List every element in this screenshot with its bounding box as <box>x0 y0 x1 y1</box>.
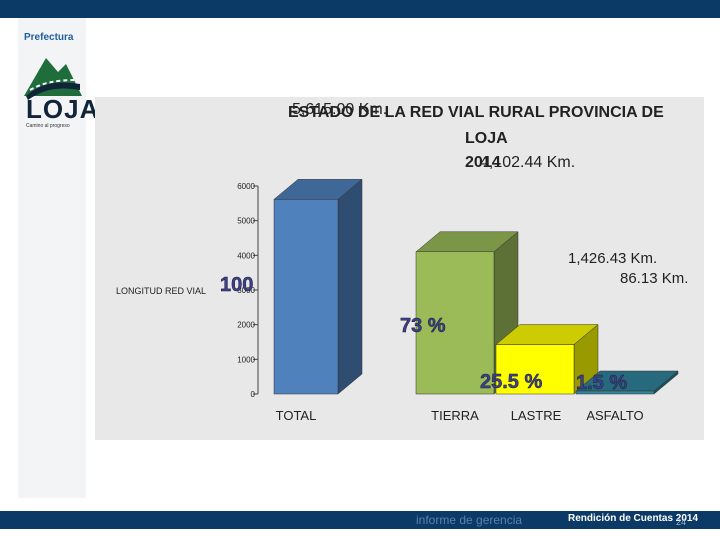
overlap-label-top: 5,615.00 Km. <box>292 101 388 118</box>
bar-total <box>273 178 363 395</box>
bar-lastre <box>495 324 599 395</box>
annotation-asfalto-km: 86.13 Km. <box>620 270 689 287</box>
percent-label-lastre: 25.5 % <box>480 371 542 393</box>
chart-title-line-1: ESTADO DE LA RED VIAL RURAL PROVINCIA DE <box>288 104 664 121</box>
y-tick-label: 5000 <box>237 217 255 226</box>
logo-title: Prefectura <box>24 32 74 43</box>
logo-name: LOJA <box>26 94 100 124</box>
y-tick-label: 3000 <box>237 286 255 295</box>
prefectura-logo: Prefectura LOJA Camino al progreso <box>20 26 98 129</box>
mountain-icon <box>24 58 82 100</box>
logo-tagline: Camino al progreso <box>26 123 70 129</box>
y-tick-label: 4000 <box>237 251 255 260</box>
bar-asfalto <box>575 370 679 395</box>
chart-title-line-2: LOJA <box>465 130 508 147</box>
percent-label-total: 100 <box>220 274 253 296</box>
y-tick-label: 0 <box>251 390 256 399</box>
percent-label-asfalto: 1.5 % <box>576 372 627 394</box>
chart-title-line-3: 2014 <box>465 154 501 171</box>
footer-report-label: informe de gerencia <box>416 513 523 527</box>
top-bar <box>0 0 720 18</box>
y-tick-label: 1000 <box>237 355 255 364</box>
y-axis-label: LONGITUD RED VIAL <box>116 286 207 296</box>
category-label-lastre: LASTRE <box>511 408 562 423</box>
footer-rendicion: Rendición de Cuentas 2014 <box>568 513 699 524</box>
category-label-asfalto: ASFALTO <box>586 408 643 423</box>
category-label-total: TOTAL <box>276 408 317 423</box>
overlap-label-mid: 4,102.44 Km. <box>480 154 576 171</box>
footer-page-number: 24 <box>676 517 687 527</box>
y-tick-label: 2000 <box>237 321 255 330</box>
category-label-tierra: TIERRA <box>431 408 479 423</box>
y-tick-label: 6000 <box>237 182 255 191</box>
annotation-lastre-km: 1,426.43 Km. <box>568 250 658 267</box>
percent-label-tierra: 73 % <box>400 315 446 337</box>
bottom-bar <box>0 511 720 529</box>
